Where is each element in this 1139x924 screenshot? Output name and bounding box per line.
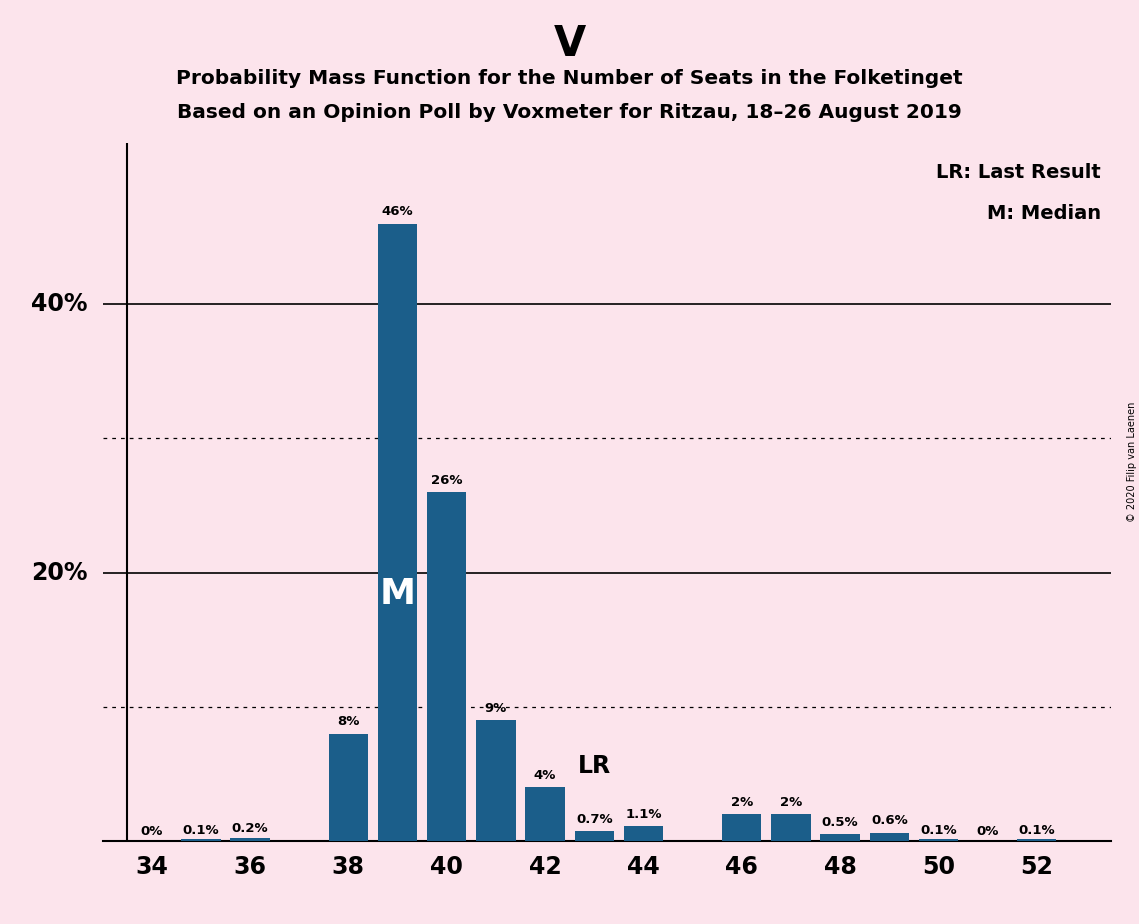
Bar (624, 826, 663, 841)
Bar (230, 838, 270, 841)
Bar (919, 840, 958, 841)
Text: 0%: 0% (976, 825, 999, 838)
Text: V: V (554, 23, 585, 65)
Text: 40%: 40% (31, 292, 88, 316)
Bar (869, 833, 909, 841)
Text: 0.6%: 0.6% (871, 814, 908, 827)
Bar (771, 814, 811, 841)
Text: 8%: 8% (337, 715, 360, 728)
Bar (427, 492, 466, 841)
Bar (820, 834, 860, 841)
Text: 0.5%: 0.5% (821, 816, 859, 829)
Bar (181, 840, 221, 841)
Text: 20%: 20% (31, 561, 88, 585)
Text: 4%: 4% (534, 769, 556, 782)
Text: 0.2%: 0.2% (231, 822, 269, 835)
Bar (329, 734, 368, 841)
Bar (378, 224, 417, 841)
Text: Probability Mass Function for the Number of Seats in the Folketinget: Probability Mass Function for the Number… (177, 69, 962, 89)
Text: 0.1%: 0.1% (1018, 824, 1055, 837)
Text: LR: Last Result: LR: Last Result (936, 164, 1100, 182)
Text: 1.1%: 1.1% (625, 808, 662, 821)
Bar (722, 814, 761, 841)
Text: 46%: 46% (382, 205, 413, 218)
Text: 0.1%: 0.1% (182, 824, 219, 837)
Bar (1017, 840, 1057, 841)
Bar (525, 787, 565, 841)
Text: M: Median: M: Median (986, 203, 1100, 223)
Text: Based on an Opinion Poll by Voxmeter for Ritzau, 18–26 August 2019: Based on an Opinion Poll by Voxmeter for… (178, 103, 961, 123)
Text: 0%: 0% (140, 825, 163, 838)
Text: LR: LR (577, 754, 611, 778)
Text: 9%: 9% (485, 701, 507, 715)
Text: 2%: 2% (780, 796, 802, 808)
Text: 0.1%: 0.1% (920, 824, 957, 837)
Text: M: M (379, 577, 416, 611)
Text: 0.7%: 0.7% (576, 813, 613, 826)
Bar (574, 832, 614, 841)
Bar (476, 720, 516, 841)
Text: 26%: 26% (431, 474, 462, 487)
Text: © 2020 Filip van Laenen: © 2020 Filip van Laenen (1126, 402, 1137, 522)
Text: 2%: 2% (730, 796, 753, 808)
